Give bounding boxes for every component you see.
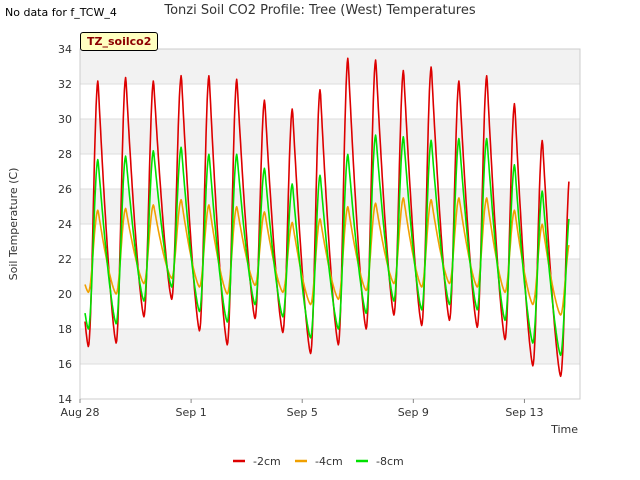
y-tick-label: 20 [58,288,72,301]
no-data-note: No data for f_TCW_4 [5,6,117,19]
legend-label: -2cm [253,455,281,468]
grid-band [80,189,580,224]
site-label-badge: TZ_soilco2 [80,32,159,51]
y-tick-label: 34 [58,43,72,56]
series-line-neg8cm [84,134,570,357]
x-axis-label: Time [550,423,578,436]
x-tick-label: Sep 9 [398,406,429,419]
y-tick-label: 26 [58,183,72,196]
series-line-neg2cm [84,57,570,378]
legend-label: -8cm [376,455,404,468]
y-tick-label: 14 [58,393,72,406]
y-tick-label: 32 [58,78,72,91]
grid-band [80,119,580,154]
y-tick-label: 16 [58,358,72,371]
x-tick-label: Aug 28 [61,406,100,419]
grid-band [80,329,580,364]
y-tick-label: 24 [58,218,72,231]
x-tick-label: Sep 1 [175,406,206,419]
x-tick-label: Sep 5 [287,406,318,419]
legend-label: -4cm [315,455,343,468]
y-tick-label: 18 [58,323,72,336]
x-tick-label: Sep 13 [505,406,543,419]
y-tick-label: 28 [58,148,72,161]
grid-band [80,49,580,84]
plot-frame [79,48,581,400]
chart-title: Tonzi Soil CO2 Profile: Tree (West) Temp… [164,3,476,18]
y-tick-label: 22 [58,253,72,266]
y-axis-label: Soil Temperature (C) [7,168,20,281]
y-tick-label: 30 [58,113,72,126]
